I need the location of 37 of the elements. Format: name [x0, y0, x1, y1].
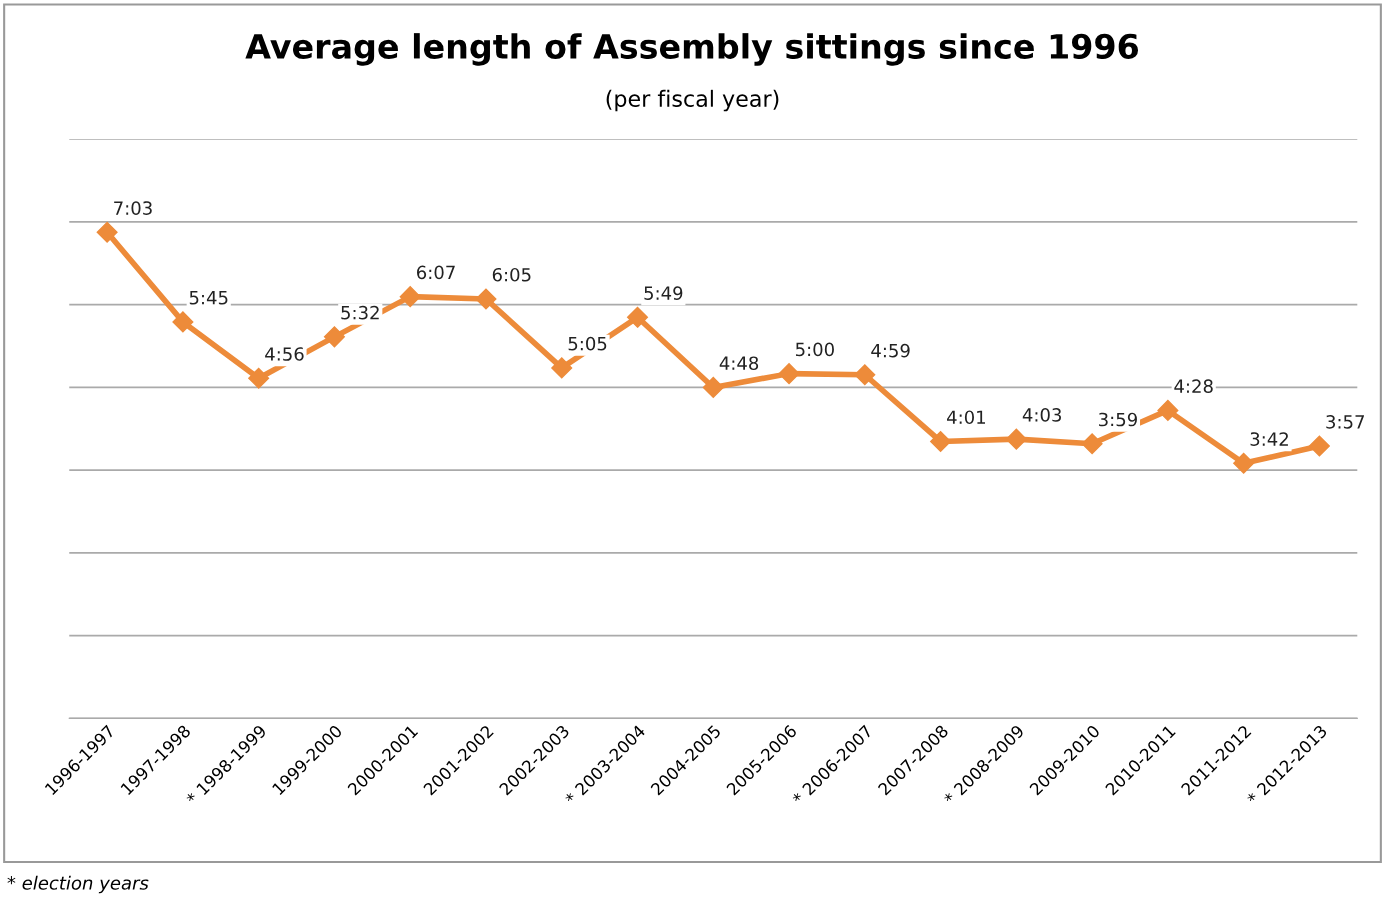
- data-label: 4:28: [1174, 379, 1213, 394]
- point: [1233, 452, 1255, 474]
- point: [248, 367, 270, 389]
- point: [399, 286, 421, 308]
- data-label: 6:07: [417, 265, 455, 280]
- point: [854, 364, 876, 386]
- text: * election years: [7, 875, 149, 894]
- point: [323, 326, 345, 348]
- data-label: 4:03: [1022, 408, 1061, 422]
- data-label: 7:03: [114, 201, 152, 215]
- data-label: 4:01: [947, 410, 986, 425]
- point: [626, 306, 649, 328]
- data-label: 3:59: [1099, 412, 1137, 427]
- data-label: 4:56: [265, 347, 304, 361]
- point: [778, 363, 800, 385]
- point: [1081, 433, 1103, 455]
- data-label: 6:05: [492, 267, 531, 282]
- data-label: 3:57: [1326, 414, 1364, 429]
- point: [930, 430, 952, 452]
- data-label: 5:49: [644, 286, 683, 300]
- point: [702, 376, 724, 398]
- data-label: 4:59: [871, 343, 910, 358]
- data-label: 5:45: [189, 291, 228, 305]
- data-label: 3:42: [1250, 432, 1288, 446]
- data-label: 4:48: [719, 356, 759, 371]
- point: [1308, 435, 1330, 457]
- data-label: 5:32: [341, 305, 379, 320]
- point: [172, 311, 194, 333]
- point: [1157, 399, 1179, 421]
- point: [551, 357, 573, 379]
- point: [1005, 428, 1027, 450]
- data-label: 5:00: [795, 342, 834, 357]
- chart-title: Average length of Assembly sittings since 1996: [245, 33, 1139, 66]
- point: [475, 288, 497, 310]
- point: [96, 221, 118, 243]
- chart-subtitle: (per fiscal year): [606, 89, 779, 112]
- data-label: 5:05: [568, 336, 607, 351]
